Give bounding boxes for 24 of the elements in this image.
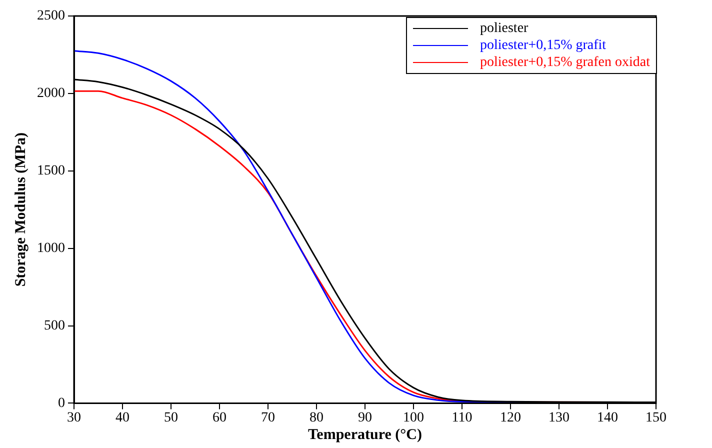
- x-tick-label: 70: [261, 410, 275, 426]
- x-tick-label: 100: [403, 410, 424, 426]
- x-tick-label: 40: [116, 410, 130, 426]
- y-axis-title: Storage Modulus (MPa): [12, 132, 29, 287]
- legend-label: poliester: [480, 20, 528, 37]
- x-tick-label: 80: [310, 410, 324, 426]
- y-tick-label: 2000: [37, 86, 65, 102]
- legend-label: poliester+0,15% grafen oxidat: [480, 54, 650, 71]
- y-tick-label: 0: [58, 396, 65, 411]
- y-tick-label: 1500: [37, 164, 65, 179]
- y-tick-label: 1000: [37, 240, 65, 256]
- x-tick-label: 50: [164, 410, 178, 426]
- x-tick-label: 60: [212, 410, 226, 426]
- x-tick-label: 140: [597, 410, 618, 426]
- x-tick-label: 90: [358, 410, 372, 426]
- legend-label: poliester+0,15% grafit: [480, 37, 606, 54]
- x-tick-label: 130: [548, 410, 570, 426]
- x-axis-title: Temperature (°C): [308, 426, 422, 443]
- x-tick-label: 120: [500, 410, 521, 426]
- x-tick-label: 150: [646, 410, 666, 426]
- y-tick-label: 500: [44, 318, 65, 334]
- x-tick-label: 30: [67, 410, 81, 426]
- x-tick-label: 110: [452, 410, 472, 426]
- y-tick-label: 2500: [37, 8, 65, 24]
